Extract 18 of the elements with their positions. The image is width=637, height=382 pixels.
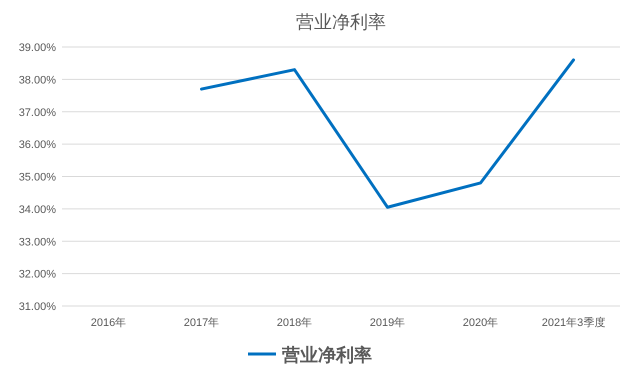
chart-title: 营业净利率 [296,12,386,32]
y-tick-label: 36.00% [18,139,56,152]
x-tick-label: 2020年 [462,317,498,329]
y-tick-label: 37.00% [18,106,56,119]
y-tick-label: 39.00% [18,42,56,54]
y-tick-label: 33.00% [18,236,56,248]
y-tick-label: 35.00% [18,172,56,184]
y-tick-label: 31.00% [18,301,56,313]
y-tick-label: 34.00% [18,204,56,216]
y-tick-label: 38.00% [18,74,56,86]
legend-label: 营业净利率 [281,345,372,365]
x-tick-label: 2018年 [276,317,312,329]
x-tick-label: 2021年3季度 [542,316,606,329]
x-tick-label: 2016年 [90,317,126,329]
x-tick-label: 2017年 [184,317,220,329]
line-series [200,58,575,209]
x-tick-label: 2019年 [370,317,406,329]
y-tick-label: 32.00% [18,268,56,281]
